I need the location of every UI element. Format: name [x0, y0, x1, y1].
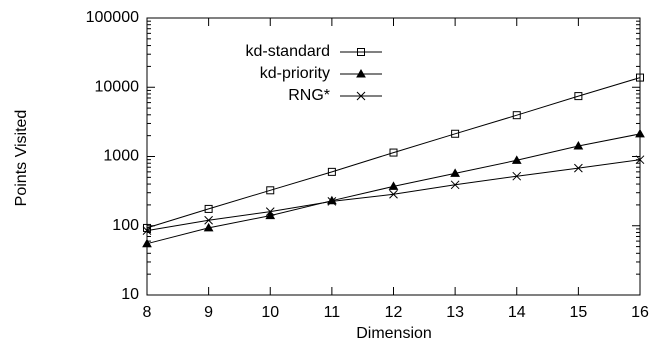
x-tick-label: 8 — [143, 304, 152, 321]
x-tick-label: 9 — [204, 304, 213, 321]
y-axis-title: Points Visited — [13, 110, 30, 207]
y-tick-label: 10000 — [95, 78, 140, 95]
data-point-kd-priority — [635, 128, 645, 138]
data-point-rng — [204, 215, 213, 225]
data-point-kd-priority — [573, 140, 584, 150]
plot-area: 10 100 1000 10000 100000 8 9 10 11 12 13 14 15 16 kd-s… — [86, 9, 649, 321]
data-point-kd-standard — [204, 204, 213, 213]
data-point-kd-priority — [142, 238, 152, 248]
data-point-kd-priority — [511, 155, 522, 164]
data-point-kd-standard — [327, 167, 336, 176]
data-point-rng — [450, 180, 460, 190]
x-tick-label: 11 — [324, 304, 341, 321]
y-tick-label: 10 — [121, 286, 139, 303]
data-point-kd-priority — [388, 181, 399, 190]
legend-marker-kd-standard — [357, 48, 365, 56]
data-point-kd-standard — [574, 92, 583, 101]
x-tick-label: 16 — [631, 304, 649, 321]
y-tick-label: 100 — [112, 217, 139, 234]
data-point-rng — [142, 226, 152, 235]
data-point-kd-standard — [143, 223, 151, 232]
data-point-rng — [574, 163, 583, 173]
x-tick-label: 13 — [446, 304, 464, 321]
legend-label-rng: RNG* — [288, 87, 330, 104]
x-tick-label: 12 — [385, 304, 403, 321]
legend-marker-rng — [356, 91, 366, 101]
x-tick-label: 14 — [508, 304, 526, 321]
data-point-kd-priority — [450, 168, 460, 177]
data-point-kd-standard — [266, 186, 275, 195]
data-point-rng — [389, 189, 398, 199]
data-point-rng — [265, 207, 275, 216]
x-tick-label: 10 — [261, 304, 279, 321]
data-point-rng — [327, 197, 337, 206]
y-tick-label: 100000 — [86, 9, 139, 26]
x-tick-label: 15 — [569, 304, 587, 321]
data-point-kd-standard — [512, 111, 521, 120]
data-point-kd-standard — [389, 148, 398, 157]
data-point-kd-standard — [636, 73, 644, 82]
data-point-kd-priority — [265, 210, 276, 220]
x-axis-title: Dimension — [356, 325, 432, 342]
data-point-kd-standard — [451, 129, 460, 138]
data-point-kd-priority — [203, 222, 214, 232]
data-point-rng — [512, 171, 522, 181]
data-point-rng — [635, 155, 645, 165]
legend-label-kd-priority: kd-priority — [260, 65, 330, 82]
series-line-kd-standard — [146, 77, 641, 229]
series-line-rng — [146, 159, 641, 232]
legend-label-kd-standard: kd-standard — [246, 43, 331, 60]
y-tick-label: 1000 — [103, 148, 139, 165]
legend-marker-kd-priority — [356, 68, 366, 78]
